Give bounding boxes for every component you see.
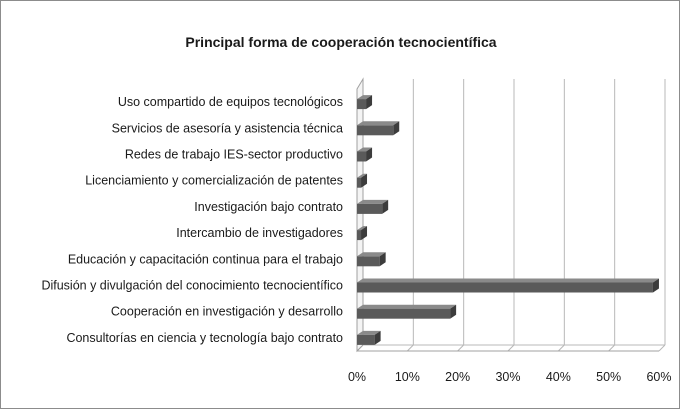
- x-tick-label: 40%: [546, 370, 571, 384]
- x-tick-label: 20%: [445, 370, 470, 384]
- bars: [357, 95, 659, 345]
- bar: [357, 330, 381, 345]
- x-tick-label: 60%: [646, 370, 671, 384]
- category-label: Investigación bajo contrato: [194, 200, 343, 214]
- category-label: Difusión y divulgación del conocimiento …: [41, 279, 343, 293]
- chart-title: Principal forma de cooperación tecnocien…: [185, 34, 496, 50]
- category-label: Consultorías en ciencia y tecnología baj…: [66, 331, 343, 345]
- bar: [357, 121, 400, 136]
- bar: [357, 95, 373, 110]
- floor-gridline: [557, 344, 565, 352]
- bar: [357, 199, 389, 214]
- gridlines: [356, 79, 666, 352]
- x-tick-label: 10%: [395, 370, 420, 384]
- category-label: Redes de trabajo IES-sector productivo: [125, 148, 343, 162]
- category-label: Licenciamiento y comercialización de pat…: [85, 174, 343, 188]
- bar: [357, 226, 368, 241]
- category-label: Intercambio de investigadores: [176, 226, 343, 240]
- x-tick-label: 30%: [495, 370, 520, 384]
- floor-gridline: [406, 344, 414, 352]
- floor-gridline: [658, 344, 666, 352]
- category-label: Uso compartido de equipos tecnológicos: [118, 95, 343, 109]
- floor-gridline: [507, 344, 515, 352]
- bar: [357, 304, 457, 319]
- bar: [357, 278, 659, 293]
- x-tick-label: 0%: [348, 370, 366, 384]
- category-label: Servicios de asesoría y asistencia técni…: [112, 121, 343, 135]
- floor-gridline: [608, 344, 616, 352]
- x-tick-label: 50%: [596, 370, 621, 384]
- category-label: Educación y capacitación continua para e…: [68, 252, 343, 266]
- bar: [357, 173, 368, 188]
- bar: [357, 252, 386, 267]
- category-labels: Uso compartido de equipos tecnológicos Se…: [41, 95, 343, 345]
- x-tick-labels: 0% 10% 20% 30% 40% 50% 60%: [348, 370, 672, 384]
- bar: [357, 147, 373, 162]
- category-label: Cooperación en investigación y desarroll…: [111, 305, 343, 319]
- floor-gridline: [457, 344, 465, 352]
